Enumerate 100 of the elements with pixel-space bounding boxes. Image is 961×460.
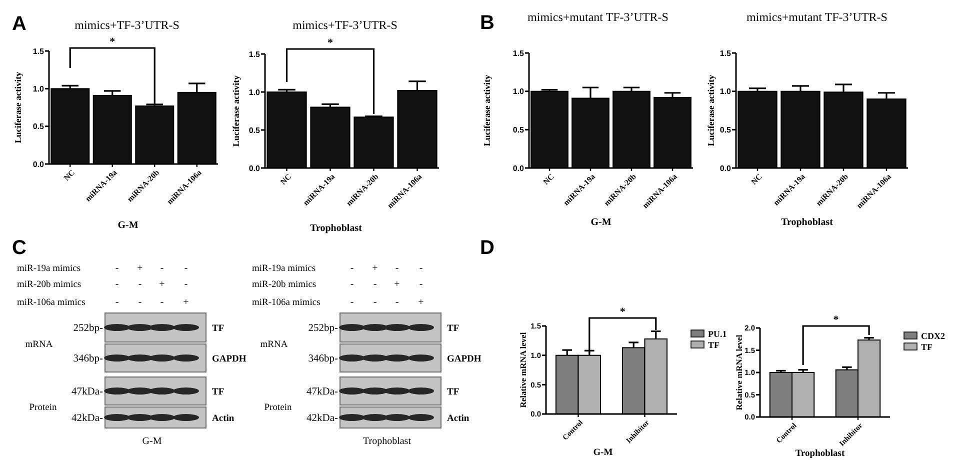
text: - — [373, 297, 377, 308]
text: TF — [447, 324, 460, 334]
text: - — [138, 297, 142, 308]
text: 346bp- — [308, 354, 338, 364]
text: D — [480, 237, 494, 259]
text: - — [373, 279, 377, 290]
y-axis-title: Luciferase activity — [231, 74, 242, 147]
y-tick-label: 1.0 — [32, 84, 45, 94]
text: miR-19a mimics — [17, 264, 81, 274]
text: Actin — [212, 414, 235, 424]
y-tick-label: 1.0 — [512, 87, 525, 96]
text: + — [372, 263, 378, 274]
text: GAPDH — [447, 354, 482, 364]
x-axis-title: Trophoblast — [795, 449, 846, 459]
chart-title: mimics+mutant TF-3’UTR-S — [746, 10, 888, 24]
y-tick-label: 1.5 — [248, 50, 261, 59]
y-tick-label: 0.5 — [512, 125, 525, 134]
text: Trophoblast — [363, 436, 412, 447]
legend-label: PU.1 — [708, 329, 728, 339]
x-axis-title: G-M — [590, 217, 612, 228]
text: miR-19a mimics — [252, 264, 316, 274]
y-tick-label: 1.0 — [248, 88, 261, 97]
text: - — [138, 279, 142, 290]
text: 346bp- — [73, 354, 104, 364]
text: - — [395, 297, 399, 308]
text: - — [350, 279, 354, 290]
text: + — [137, 263, 144, 274]
text: miR-20b mimics — [17, 280, 82, 290]
legend-label: CDX2 — [921, 331, 946, 341]
y-axis-title: Relative mRNA level — [518, 332, 528, 408]
x-tick-label: NC — [278, 172, 294, 187]
text: - — [395, 263, 399, 274]
y-tick-label: 0.0 — [512, 164, 525, 173]
y-tick-label: 1.5 — [720, 48, 732, 58]
y-tick-label: 0.0 — [720, 164, 732, 173]
text: 42kDa- — [72, 413, 104, 424]
text: + — [183, 297, 190, 308]
y-tick-label: 0.0 — [248, 164, 261, 173]
y-tick-label: 0.5 — [32, 122, 45, 132]
text: G-M — [142, 436, 162, 447]
text: B — [480, 12, 494, 34]
text: miR-106a mimics — [17, 298, 86, 308]
text: 47kDa- — [72, 386, 104, 398]
y-axis-title: Relative mRNA level — [734, 334, 744, 410]
text: * — [110, 36, 116, 48]
text: A — [12, 13, 26, 35]
x-axis-title: G-M — [118, 220, 139, 231]
text: 252bp- — [308, 323, 338, 334]
y-tick-label: 0.5 — [720, 125, 732, 134]
legend-label: TF — [921, 342, 934, 352]
x-axis-title: Trophoblast — [310, 223, 363, 234]
chart-title: mimics+TF-3’UTR-S — [292, 18, 398, 32]
y-tick-label: 1.5 — [512, 48, 525, 58]
text: - — [350, 297, 354, 308]
text: Protein — [264, 403, 292, 413]
text: mRNA — [260, 340, 288, 350]
text: C — [12, 237, 26, 259]
text: - — [115, 263, 119, 274]
x-axis-title: Trophoblast — [781, 217, 834, 228]
y-tick-label: 0.0 — [32, 160, 45, 169]
x-tick-label: NC — [749, 172, 764, 187]
legend-label: TF — [708, 340, 720, 350]
text: - — [184, 263, 188, 274]
text: - — [115, 297, 119, 308]
text: * — [328, 37, 334, 49]
text: - — [419, 279, 423, 290]
y-tick-label: 1.0 — [720, 87, 732, 96]
y-axis-title: Luciferase activity — [13, 71, 24, 144]
chart-title: mimics+mutant TF-3’UTR-S — [528, 10, 668, 24]
text: miR-106a mimics — [252, 298, 321, 308]
text: 252bp- — [73, 323, 104, 334]
x-axis-title: G-M — [593, 448, 613, 458]
text: + — [394, 279, 400, 290]
x-tick-label: NC — [62, 168, 77, 183]
text: - — [350, 263, 354, 274]
text: + — [159, 279, 166, 290]
text: mRNA — [25, 340, 53, 350]
text: 42kDa- — [306, 413, 338, 424]
text: * — [833, 314, 840, 326]
y-axis-title: Luciferase activity — [482, 74, 492, 146]
text: - — [115, 279, 119, 290]
y-tick-label: 1.5 — [32, 46, 45, 56]
chart-title: mimics+TF-3’UTR-S — [74, 18, 180, 32]
y-axis-title: Luciferase activity — [706, 74, 716, 146]
text: GAPDH — [212, 354, 247, 364]
text: Actin — [447, 414, 470, 424]
text: + — [418, 297, 424, 308]
text: TF — [212, 388, 224, 398]
text: - — [160, 297, 164, 308]
text: - — [160, 263, 164, 274]
x-tick-label: NC — [541, 172, 556, 187]
text: - — [419, 263, 423, 274]
text: TF — [447, 388, 460, 398]
text: miR-20b mimics — [252, 280, 316, 290]
text: * — [620, 306, 626, 318]
y-tick-label: 0.5 — [248, 126, 261, 135]
text: Protein — [29, 403, 57, 413]
text: - — [184, 279, 188, 290]
text: 47kDa- — [306, 386, 338, 398]
text: TF — [212, 324, 224, 334]
